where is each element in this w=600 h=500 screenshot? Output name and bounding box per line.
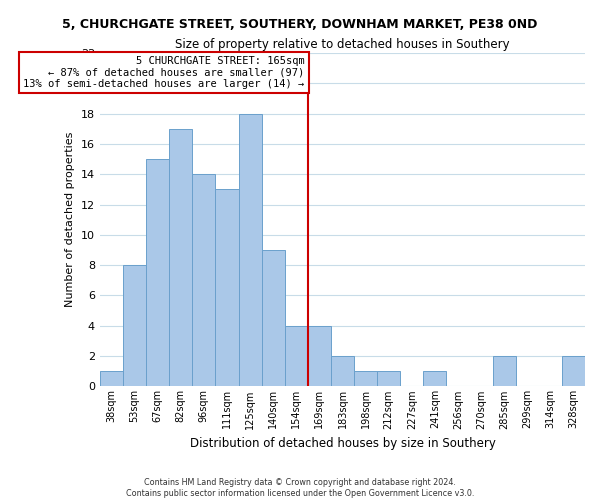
X-axis label: Distribution of detached houses by size in Southery: Distribution of detached houses by size … [190,437,496,450]
Title: Size of property relative to detached houses in Southery: Size of property relative to detached ho… [175,38,510,51]
Text: Contains HM Land Registry data © Crown copyright and database right 2024.
Contai: Contains HM Land Registry data © Crown c… [126,478,474,498]
Y-axis label: Number of detached properties: Number of detached properties [65,132,75,308]
Bar [424,371,446,386]
Bar [562,356,585,386]
Bar [215,190,239,386]
Bar [354,371,377,386]
Bar [123,265,146,386]
Bar [308,326,331,386]
Bar [331,356,354,386]
Text: 5 CHURCHGATE STREET: 165sqm
← 87% of detached houses are smaller (97)
13% of sem: 5 CHURCHGATE STREET: 165sqm ← 87% of det… [23,56,305,90]
Bar [285,326,308,386]
Bar [377,371,400,386]
Bar [169,129,193,386]
Bar [493,356,516,386]
Bar [100,371,123,386]
Bar [146,159,169,386]
Text: 5, CHURCHGATE STREET, SOUTHERY, DOWNHAM MARKET, PE38 0ND: 5, CHURCHGATE STREET, SOUTHERY, DOWNHAM … [62,18,538,30]
Bar [239,114,262,386]
Bar [262,250,285,386]
Bar [193,174,215,386]
